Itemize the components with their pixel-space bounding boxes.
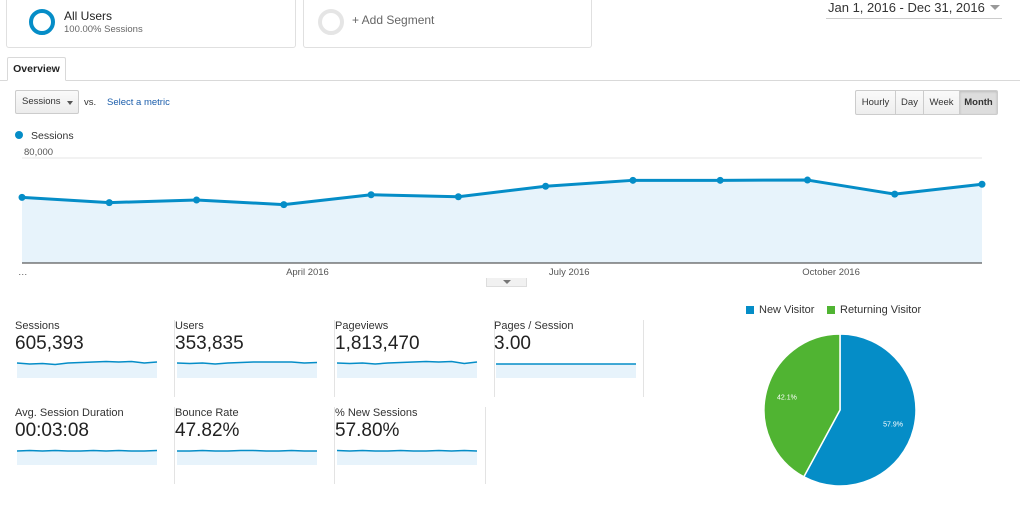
- segment-all-users[interactable]: All Users 100.00% Sessions: [6, 0, 296, 48]
- sparkline-line: [336, 449, 478, 452]
- data-point[interactable]: [280, 201, 288, 209]
- x-tick-label: July 2016: [549, 267, 590, 278]
- date-range-picker[interactable]: Jan 1, 2016 - Dec 31, 2016: [828, 0, 985, 15]
- pie-slice-label: 57.9%: [883, 421, 903, 428]
- granularity-month-button[interactable]: Month: [959, 90, 998, 115]
- date-range-divider: [826, 18, 1002, 19]
- data-point[interactable]: [105, 199, 113, 207]
- sparkline-area: [496, 364, 636, 378]
- sparkline: [16, 360, 158, 378]
- caret-down-icon: [503, 280, 511, 284]
- segment-name: All Users: [64, 9, 113, 23]
- sparkline-line: [336, 360, 478, 365]
- scorecard-value: 1,813,470: [335, 333, 420, 354]
- sparkline-area: [17, 361, 157, 378]
- sparkline-line: [176, 361, 318, 365]
- sparkline-line: [177, 449, 317, 452]
- sparkline: [177, 449, 317, 465]
- pie-slice-new-visitor[interactable]: [802, 333, 917, 487]
- vs-label: vs.: [84, 97, 97, 108]
- sessions-area: [22, 180, 982, 263]
- dropdown-caret-icon: [67, 101, 73, 105]
- sparkline-area: [17, 450, 157, 465]
- scorecard-avg-session-duration[interactable]: Avg. Session Duration 00:03:08: [15, 407, 175, 484]
- metric-select-value: Sessions: [22, 96, 61, 107]
- scorecard-label: % New Sessions: [335, 407, 418, 419]
- sparkline-area: [177, 362, 317, 378]
- sparkline: [336, 360, 478, 378]
- granularity-hourly-button[interactable]: Hourly: [855, 90, 896, 115]
- x-tick-label: …: [18, 267, 28, 278]
- legend-returning-visitor-label[interactable]: Returning Visitor: [840, 304, 922, 316]
- visitor-type-pie-chart: 57.9% 42.1%: [763, 333, 917, 487]
- scorecard-label: Sessions: [15, 320, 60, 332]
- sparkline: [16, 449, 158, 465]
- legend-new-visitor-swatch: [746, 306, 754, 314]
- data-point[interactable]: [891, 190, 899, 198]
- scorecard-new-sessions[interactable]: % New Sessions 57.80%: [335, 407, 486, 484]
- data-point[interactable]: [193, 196, 201, 204]
- sparkline: [336, 449, 478, 465]
- scorecard-users[interactable]: Users 353,835: [175, 320, 335, 397]
- add-segment-label: + Add Segment: [352, 13, 435, 27]
- sparkline-line: [16, 360, 158, 366]
- sparkline-area: [337, 450, 477, 465]
- segment-ring-icon: [29, 9, 55, 35]
- sessions-line: [21, 178, 983, 207]
- scorecard-value: 605,393: [15, 333, 84, 354]
- sparkline: [496, 363, 636, 378]
- legend-new-visitor-label[interactable]: New Visitor: [759, 304, 815, 316]
- data-point[interactable]: [367, 191, 375, 199]
- sparkline: [176, 361, 318, 378]
- legend-sessions-swatch: [15, 131, 23, 139]
- scorecard-label: Users: [175, 320, 204, 332]
- tab-overview[interactable]: Overview: [7, 57, 66, 81]
- segment-subtitle: 100.00% Sessions: [64, 24, 143, 35]
- scorecard-label: Bounce Rate: [175, 407, 239, 419]
- data-point[interactable]: [716, 176, 724, 184]
- data-point[interactable]: [629, 176, 637, 184]
- scorecard-bounce-rate[interactable]: Bounce Rate 47.82%: [175, 407, 335, 484]
- segment-placeholder-ring-icon: [318, 9, 344, 35]
- scorecard-value: 00:03:08: [15, 420, 89, 441]
- scorecard-label: Pageviews: [335, 320, 389, 332]
- chevron-down-icon[interactable]: [990, 5, 1000, 10]
- scorecard-value: 353,835: [175, 333, 244, 354]
- scorecard-label: Avg. Session Duration: [15, 407, 124, 419]
- scorecard-sessions[interactable]: Sessions 605,393: [15, 320, 175, 397]
- scorecard-value: 57.80%: [335, 420, 400, 441]
- tab-divider: [0, 80, 1020, 81]
- scorecard-label: Pages / Session: [494, 320, 574, 332]
- add-segment-button[interactable]: + Add Segment: [303, 0, 592, 48]
- metric-select[interactable]: Sessions: [15, 90, 79, 114]
- legend-sessions-label: Sessions: [31, 130, 74, 142]
- collapse-chart-handle[interactable]: [486, 278, 527, 287]
- sparkline-area: [177, 450, 317, 465]
- scorecard-pageviews[interactable]: Pageviews 1,813,470: [335, 320, 495, 397]
- legend-returning-visitor-swatch: [827, 306, 835, 314]
- x-tick-label: October 2016: [802, 267, 860, 278]
- scorecard-pages-per-session[interactable]: Pages / Session 3.00: [494, 320, 644, 397]
- select-metric-link[interactable]: Select a metric: [107, 97, 170, 108]
- data-point[interactable]: [18, 193, 26, 201]
- granularity-day-button[interactable]: Day: [895, 90, 924, 115]
- scorecard-value: 47.82%: [175, 420, 240, 441]
- x-tick-label: April 2016: [286, 267, 329, 278]
- sparkline-area: [337, 361, 477, 378]
- data-point[interactable]: [454, 193, 462, 201]
- y-tick-label: 80,000: [24, 147, 53, 158]
- data-point[interactable]: [978, 180, 986, 188]
- pie-slice-label: 42.1%: [777, 395, 797, 402]
- sparkline-line: [16, 449, 158, 452]
- pie-slice-returning-visitor[interactable]: [763, 333, 841, 478]
- data-point[interactable]: [542, 182, 550, 190]
- data-point[interactable]: [803, 176, 811, 184]
- granularity-week-button[interactable]: Week: [923, 90, 960, 115]
- scorecard-value: 3.00: [494, 333, 531, 354]
